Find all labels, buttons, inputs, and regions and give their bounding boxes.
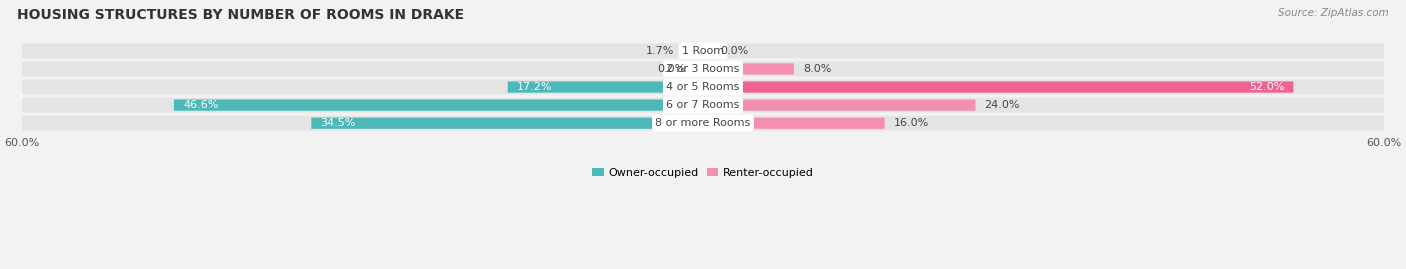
FancyBboxPatch shape: [703, 118, 884, 129]
Text: 17.2%: 17.2%: [517, 82, 553, 92]
FancyBboxPatch shape: [703, 82, 1294, 93]
FancyBboxPatch shape: [21, 62, 1385, 76]
FancyBboxPatch shape: [21, 80, 1385, 94]
Text: 24.0%: 24.0%: [984, 100, 1021, 110]
Text: 8.0%: 8.0%: [803, 64, 831, 74]
Text: 52.0%: 52.0%: [1249, 82, 1284, 92]
FancyBboxPatch shape: [21, 44, 1385, 58]
Legend: Owner-occupied, Renter-occupied: Owner-occupied, Renter-occupied: [588, 163, 818, 182]
Text: 1 Room: 1 Room: [682, 46, 724, 56]
FancyBboxPatch shape: [21, 116, 1385, 131]
Text: 1.7%: 1.7%: [647, 46, 675, 56]
Text: 0.0%: 0.0%: [658, 64, 686, 74]
Text: 34.5%: 34.5%: [321, 118, 356, 128]
Text: Source: ZipAtlas.com: Source: ZipAtlas.com: [1278, 8, 1389, 18]
Text: 16.0%: 16.0%: [894, 118, 929, 128]
FancyBboxPatch shape: [683, 45, 703, 56]
Text: 2 or 3 Rooms: 2 or 3 Rooms: [666, 64, 740, 74]
FancyBboxPatch shape: [174, 100, 703, 111]
FancyBboxPatch shape: [703, 100, 976, 111]
FancyBboxPatch shape: [508, 82, 703, 93]
FancyBboxPatch shape: [703, 63, 794, 75]
Text: 4 or 5 Rooms: 4 or 5 Rooms: [666, 82, 740, 92]
Text: 46.6%: 46.6%: [183, 100, 218, 110]
FancyBboxPatch shape: [311, 118, 703, 129]
Text: 0.0%: 0.0%: [720, 46, 748, 56]
Text: HOUSING STRUCTURES BY NUMBER OF ROOMS IN DRAKE: HOUSING STRUCTURES BY NUMBER OF ROOMS IN…: [17, 8, 464, 22]
Text: 6 or 7 Rooms: 6 or 7 Rooms: [666, 100, 740, 110]
Text: 8 or more Rooms: 8 or more Rooms: [655, 118, 751, 128]
FancyBboxPatch shape: [21, 98, 1385, 112]
